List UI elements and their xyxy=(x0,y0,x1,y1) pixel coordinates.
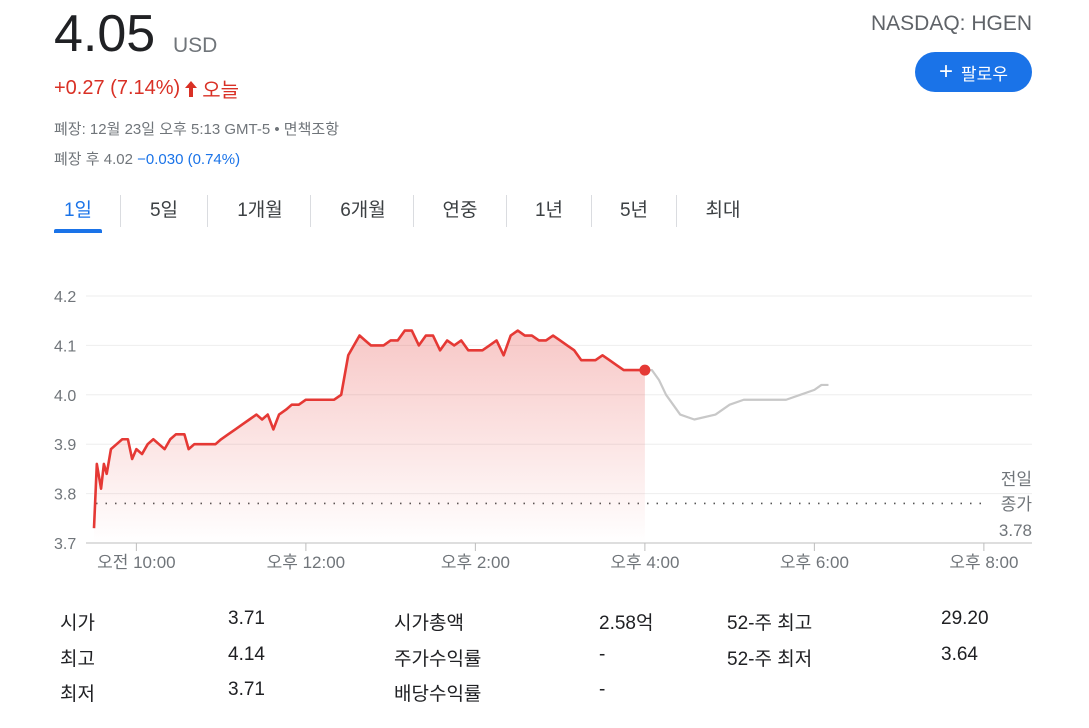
follow-button[interactable]: + 팔로우 xyxy=(915,52,1032,92)
regular-session-series-line xyxy=(92,329,645,529)
plus-icon: + xyxy=(939,58,954,85)
tab-divider xyxy=(207,195,208,227)
stat-value: 3.71 xyxy=(228,679,265,700)
tab-divider xyxy=(120,195,121,227)
y-tick-label: 4.1 xyxy=(54,338,76,355)
tab-label: 최대 xyxy=(705,200,741,221)
after-hours-change: −0.030 (0.74%) xyxy=(137,151,241,168)
stat-label: 시가 xyxy=(60,613,95,634)
y-tick-label: 3.7 xyxy=(54,536,76,553)
follow-button-label: 팔로우 xyxy=(961,64,1008,84)
y-tick-label: 4.2 xyxy=(54,289,76,306)
tab-6m[interactable]: 6개월 xyxy=(336,195,390,233)
stat-value: 2.58억 xyxy=(599,613,654,634)
currency-label: USD xyxy=(173,34,218,57)
after-hours-price: 폐장 후 4.02 xyxy=(54,151,133,168)
tab-label: 5일 xyxy=(149,200,179,221)
tab-ytd[interactable]: 연중 xyxy=(439,195,481,233)
stat-value: 4.14 xyxy=(228,644,265,665)
price-change: +0.27 (7.14%) 오늘 xyxy=(54,74,239,103)
tab-1d[interactable]: 1일 xyxy=(54,195,102,233)
stat-value: - xyxy=(599,644,606,665)
stat-value: 3.71 xyxy=(228,608,265,629)
tab-divider xyxy=(506,195,507,227)
market-closed-info: 폐장: 12월 23일 오후 5:13 GMT-5 • 면책조항 xyxy=(54,121,339,138)
tab-max[interactable]: 최대 xyxy=(702,195,744,233)
tab-label: 1일 xyxy=(63,200,93,221)
x-tick-label: 오후 12:00 xyxy=(267,553,346,572)
stat-label: 최저 xyxy=(60,684,95,705)
tab-label: 1년 xyxy=(534,200,564,221)
x-tick-label: 오후 2:00 xyxy=(441,553,510,572)
tab-label: 6개월 xyxy=(340,200,386,221)
tab-divider xyxy=(413,195,414,227)
tab-1y[interactable]: 1년 xyxy=(532,195,566,233)
close-point-marker xyxy=(639,364,651,376)
price-chart[interactable]: 4.2 4.1 4.0 3.9 3.8 3.7 오전 10:00 오후 12:00 오후 2:… xyxy=(0,270,1089,590)
after-hours-info: 폐장 후 4.02 −0.030 (0.74%) xyxy=(54,148,240,169)
after-hours-series-line xyxy=(644,369,829,421)
x-tick-label: 오후 8:00 xyxy=(949,553,1018,572)
tab-5d[interactable]: 5일 xyxy=(146,195,182,233)
stat-label: 배당수익률 xyxy=(394,684,482,705)
previous-close-value: 3.78 xyxy=(999,521,1032,540)
x-tick-label: 오전 10:00 xyxy=(97,553,176,572)
stat-label: 52-주 최저 xyxy=(727,649,813,670)
stat-value: 29.20 xyxy=(941,608,989,629)
tab-divider xyxy=(676,195,677,227)
price-change-value: +0.27 (7.14%) xyxy=(54,77,181,99)
tab-divider xyxy=(591,195,592,227)
today-label: 오늘 xyxy=(202,80,240,102)
arrow-up-icon xyxy=(185,80,198,97)
previous-close-label: 종가 xyxy=(1001,495,1033,514)
ticker-label: NASDAQ: HGEN xyxy=(870,12,1032,35)
range-tabs: 1일 5일 1개월 6개월 연중 1년 5년 최대 xyxy=(54,195,744,235)
stat-label: 시가총액 xyxy=(394,613,464,634)
y-tick-label: 3.9 xyxy=(54,437,76,454)
regular-session-area xyxy=(94,330,645,543)
previous-close-label: 전일 xyxy=(1001,470,1032,489)
tab-5y[interactable]: 5년 xyxy=(617,195,651,233)
stat-label: 주가수익률 xyxy=(394,649,482,670)
x-tick-label: 오후 4:00 xyxy=(610,553,679,572)
y-tick-label: 4.0 xyxy=(54,388,76,405)
y-tick-label: 3.8 xyxy=(54,487,76,504)
stat-value: - xyxy=(599,679,606,700)
stat-label: 52-주 최고 xyxy=(727,613,813,634)
tab-label: 1개월 xyxy=(237,200,283,221)
tab-label: 5년 xyxy=(619,200,649,221)
tab-label: 연중 xyxy=(442,200,478,221)
stat-value: 3.64 xyxy=(941,644,978,665)
x-tick-label: 오후 6:00 xyxy=(780,553,849,572)
stock-price: 4.05 xyxy=(54,5,156,63)
stat-label: 최고 xyxy=(60,649,95,670)
tab-1m[interactable]: 1개월 xyxy=(233,195,287,233)
tab-divider xyxy=(310,195,311,227)
